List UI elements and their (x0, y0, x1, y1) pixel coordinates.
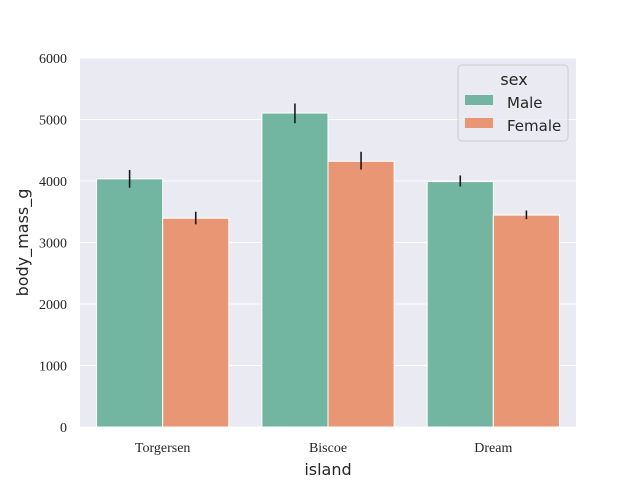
legend-label-male: Male (507, 94, 543, 112)
y-tick-label: 6000 (39, 52, 67, 67)
error-bars (128, 103, 528, 225)
y-axis-label: body_mass_g (13, 189, 33, 297)
y-tick-label: 4000 (39, 175, 67, 190)
legend-title: sex (500, 70, 527, 89)
x-axis-label: island (304, 460, 351, 479)
x-tick-label: Dream (474, 441, 512, 456)
legend-swatch-male (465, 95, 493, 105)
bar-female-dream (492, 214, 560, 428)
x-tick-label: Torgersen (135, 441, 191, 456)
legend: sex Male Female (457, 64, 569, 142)
x-tick-label: Biscoe (309, 441, 347, 456)
y-tick-label: 0 (60, 421, 67, 436)
bar-female-biscoe (327, 160, 395, 428)
y-tick-label: 5000 (39, 114, 67, 129)
legend-swatch-female (465, 118, 493, 128)
y-tick-labels: 0 1000 2000 3000 4000 5000 6000 (39, 52, 67, 436)
bars (96, 112, 560, 428)
y-tick-label: 1000 (39, 360, 67, 375)
bar-male-dream (426, 181, 494, 428)
bar-male-torgersen (96, 178, 164, 428)
legend-items: Male Female (465, 94, 561, 135)
bar-male-biscoe (261, 112, 329, 428)
legend-label-female: Female (507, 117, 561, 135)
bar-female-torgersen (162, 217, 230, 428)
y-tick-label: 2000 (39, 298, 67, 313)
y-tick-label: 3000 (39, 237, 67, 252)
x-tick-labels: Torgersen Biscoe Dream (135, 441, 513, 456)
